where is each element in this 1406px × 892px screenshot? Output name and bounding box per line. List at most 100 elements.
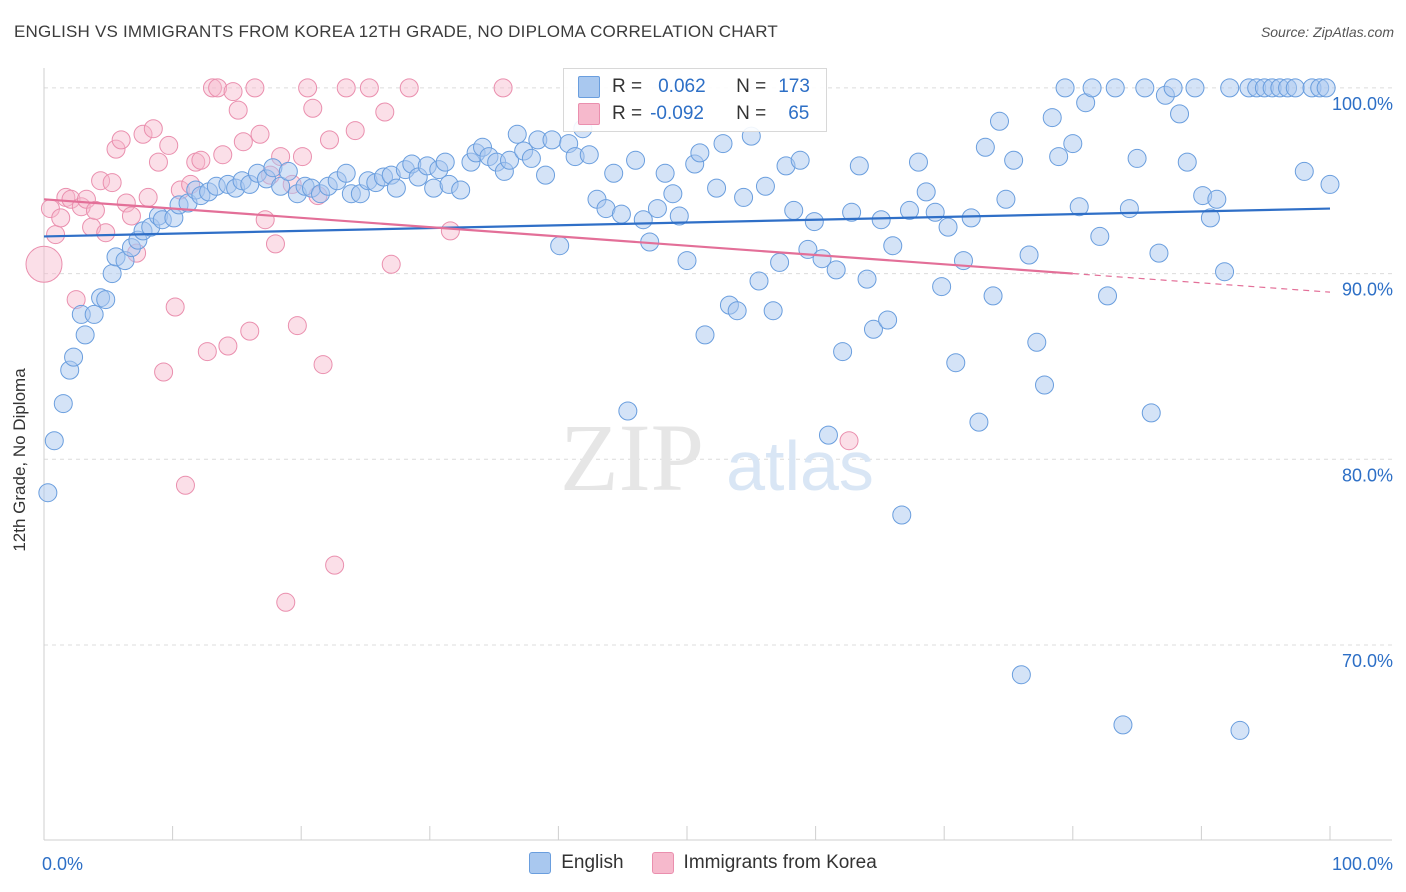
korea-point — [121, 206, 141, 226]
legend-korea-swatch — [651, 852, 674, 874]
korea-point — [245, 78, 265, 98]
english-point — [1163, 78, 1183, 98]
korea-point — [218, 336, 238, 356]
english-point — [38, 483, 58, 503]
english-point — [96, 290, 116, 310]
english-point — [1185, 78, 1205, 98]
english-point — [713, 134, 733, 154]
english-point — [1220, 78, 1240, 98]
english-point — [1200, 208, 1220, 228]
english-point — [336, 163, 356, 183]
korea-point — [111, 130, 131, 150]
korea-point — [313, 355, 333, 375]
korea-point — [165, 297, 185, 317]
korea-point — [298, 78, 318, 98]
x-tick-label-1: 100.0% — [1332, 854, 1393, 874]
english-point — [521, 148, 541, 168]
english-point — [826, 260, 846, 280]
english-point — [507, 124, 527, 144]
english-point — [878, 310, 898, 330]
korea-point — [25, 245, 63, 283]
english-point — [663, 184, 683, 204]
korea-point — [228, 100, 248, 120]
english-point — [842, 202, 862, 222]
korea-point — [292, 147, 312, 167]
korea-point — [250, 124, 270, 144]
korea-point — [223, 82, 243, 102]
y-tick-label-0: 100.0% — [1332, 94, 1393, 114]
korea-point — [381, 254, 401, 274]
english-point — [749, 271, 769, 291]
korea-point — [493, 78, 513, 98]
trend-lines — [43, 198, 1331, 293]
korea-point — [255, 210, 275, 230]
english-point — [989, 111, 1009, 131]
legend-item-english[interactable]: English — [529, 852, 624, 874]
korea-point — [345, 121, 365, 141]
english-point — [75, 325, 95, 345]
english-point — [857, 269, 877, 289]
english-point — [1135, 78, 1155, 98]
korea-point — [51, 208, 71, 228]
stats-row-korea: R = -0.092 N = 65 — [578, 101, 809, 127]
english-point — [669, 206, 689, 226]
english-point — [1090, 226, 1110, 246]
english-point — [618, 401, 638, 421]
english-point — [961, 208, 981, 228]
grid — [44, 87, 1392, 646]
korea-point — [319, 130, 339, 150]
english-r-label: R = — [612, 76, 643, 97]
english-point — [1019, 245, 1039, 265]
korea-r-value: -0.092 — [650, 103, 704, 124]
korea-n-label: N = — [736, 103, 767, 124]
legend-item-korea[interactable]: Immigrants from Korea — [651, 852, 877, 874]
english-point — [542, 130, 562, 150]
english-point — [784, 200, 804, 220]
korea-point — [375, 102, 395, 122]
english-point — [611, 204, 631, 224]
english-point — [1141, 403, 1161, 423]
english-point — [983, 286, 1003, 306]
english-point — [1207, 189, 1227, 209]
english-point — [925, 202, 945, 222]
english-point — [1149, 243, 1169, 263]
korea-point — [61, 189, 81, 209]
english-point — [1105, 78, 1125, 98]
english-point — [53, 394, 73, 414]
english-point — [770, 252, 790, 272]
korea-trend-extension — [1072, 272, 1331, 293]
english-point — [790, 150, 810, 170]
korea-r-label: R = — [612, 103, 643, 124]
english-point — [1035, 375, 1055, 395]
korea-point — [265, 234, 285, 254]
korea-point — [175, 475, 195, 495]
english-point — [996, 189, 1016, 209]
english-point — [1316, 78, 1336, 98]
english-point — [626, 150, 646, 170]
korea-point — [399, 78, 419, 98]
english-point — [690, 143, 710, 163]
english-point — [908, 152, 928, 172]
english-point — [647, 199, 667, 219]
axes — [43, 68, 1392, 841]
english-point — [1320, 174, 1340, 194]
english-trend-line — [43, 207, 1331, 238]
english-point — [604, 163, 624, 183]
korea-point — [106, 139, 126, 159]
english-point — [763, 301, 783, 321]
korea-point — [85, 200, 105, 220]
english-point — [892, 505, 912, 525]
english-point — [1294, 161, 1314, 181]
english-point — [44, 431, 64, 451]
english-point — [1127, 148, 1147, 168]
english-point — [1098, 286, 1118, 306]
english-point — [863, 319, 883, 339]
korea-point — [159, 135, 179, 155]
english-point — [500, 150, 520, 170]
english-point — [1069, 197, 1089, 217]
korea-point — [138, 187, 158, 207]
chart-title: ENGLISH VS IMMIGRANTS FROM KOREA 12TH GR… — [14, 22, 778, 41]
english-n-value: 173 — [778, 76, 810, 97]
y-axis-label: 12th Grade, No Diploma — [10, 368, 29, 552]
